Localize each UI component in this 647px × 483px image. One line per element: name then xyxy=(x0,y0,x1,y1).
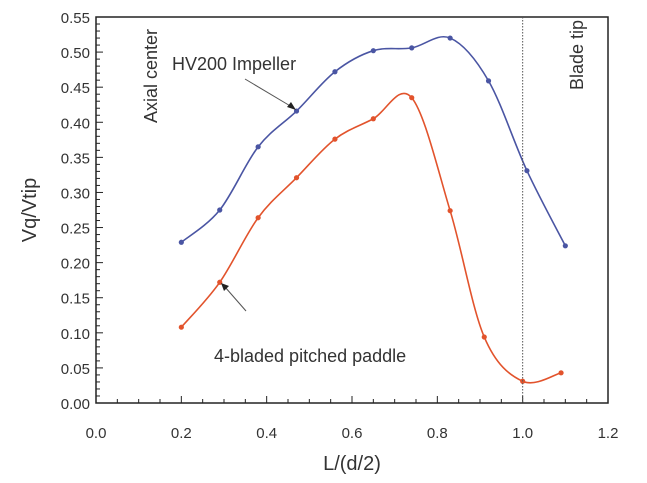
y-tick-label: 0.35 xyxy=(61,150,90,167)
series-line-1 xyxy=(180,92,562,384)
data-point xyxy=(524,168,530,174)
x-tick-label: 0.2 xyxy=(171,425,192,442)
data-point xyxy=(447,208,453,214)
data-point xyxy=(255,144,261,150)
data-point xyxy=(293,175,300,181)
y-tick-label: 0.50 xyxy=(61,45,90,62)
paddle-arrow xyxy=(221,283,247,312)
data-point xyxy=(447,35,453,41)
data-point xyxy=(481,334,487,340)
paddle-label: 4-bladed pitched paddle xyxy=(214,346,406,366)
y-tick-label: 0.45 xyxy=(61,80,90,97)
x-tick-label: 0.8 xyxy=(427,425,448,442)
data-point xyxy=(178,239,184,245)
data-point xyxy=(217,279,223,285)
axial-center-label: Axial center xyxy=(141,29,161,123)
y-tick-label: 0.30 xyxy=(61,185,90,202)
data-point xyxy=(178,324,184,330)
hv200-arrow xyxy=(244,78,296,110)
y-tick-label: 0.00 xyxy=(61,396,90,413)
y-tick-label: 0.55 xyxy=(61,10,90,27)
y-tick-label: 0.25 xyxy=(61,221,90,238)
x-tick-label: 0.6 xyxy=(342,425,363,442)
series-layer xyxy=(178,35,568,384)
data-point xyxy=(562,243,568,249)
y-axis-label: Vq/Vtip xyxy=(19,178,41,242)
data-point xyxy=(370,116,376,122)
y-tick-label: 0.15 xyxy=(61,291,90,308)
y-tick-label: 0.05 xyxy=(61,361,90,378)
x-tick-label: 0.4 xyxy=(256,425,277,442)
blade-tip-label: Blade tip xyxy=(567,20,587,90)
y-tick-label: 0.10 xyxy=(61,326,90,343)
data-point xyxy=(332,69,338,75)
x-tick-label: 0.0 xyxy=(86,425,107,442)
hv200-label: HV200 Impeller xyxy=(172,54,296,74)
x-tick-labels: 0.0 0.2 0.4 0.6 0.8 1.0 1.2 xyxy=(86,425,619,442)
x-tick-label: 1.0 xyxy=(512,425,533,442)
data-point xyxy=(558,370,564,376)
x-tick-label: 1.2 xyxy=(598,425,619,442)
y-tick-label: 0.40 xyxy=(61,115,90,132)
data-point xyxy=(485,78,492,84)
data-point xyxy=(370,48,376,54)
y-tick-labels: 0.00 0.05 0.10 0.15 0.20 0.25 0.30 0.35 0.40 0.45… xyxy=(61,10,90,413)
data-point xyxy=(255,215,261,221)
data-point xyxy=(332,136,338,142)
y-tick-label: 0.20 xyxy=(61,256,90,273)
data-point xyxy=(409,45,415,51)
data-point xyxy=(217,207,223,213)
data-point xyxy=(409,95,415,101)
x-axis-label: L/(d/2) xyxy=(323,453,381,475)
